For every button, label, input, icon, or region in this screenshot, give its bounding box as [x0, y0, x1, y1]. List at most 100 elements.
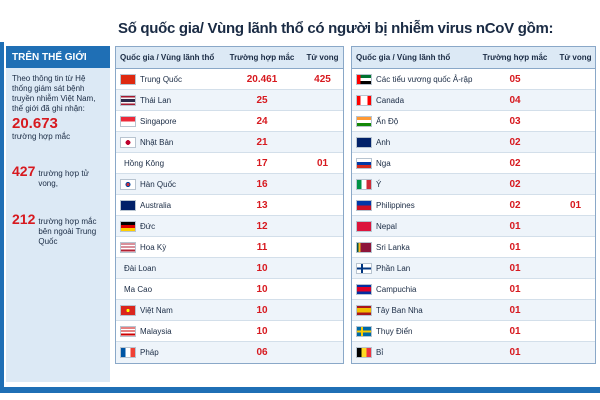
flag-icon [356, 347, 372, 358]
country-cell: Australia [116, 199, 222, 211]
country-cell: Canada [352, 94, 474, 106]
table-row: Nepal 01 [352, 216, 595, 237]
country-name: Malaysia [140, 326, 172, 336]
country-name: Tây Ban Nha [376, 305, 423, 315]
table-row: Philippines 02 01 [352, 195, 595, 216]
table-row: Campuchia 01 [352, 279, 595, 300]
flag-icon [356, 178, 372, 190]
country-cell: Thái Lan [116, 94, 222, 106]
table-header: Quốc gia / Vùng lãnh thổ Trường hợp mắc … [116, 47, 343, 69]
country-name: Ý [376, 179, 382, 189]
country-name: Thụy Điển [376, 326, 413, 336]
table-row: Pháp 06 [116, 342, 343, 363]
deaths-cell: 01 [569, 199, 582, 211]
total-cases-value: 20.673 [12, 115, 58, 132]
country-name: Campuchia [376, 284, 417, 294]
cases-cell: 02 [509, 178, 521, 190]
table-row: Canada 04 [352, 90, 595, 111]
country-table-right: Quốc gia / Vùng lãnh thổ Trường hợp mắc … [351, 46, 596, 364]
country-name: Sri Lanka [376, 242, 410, 252]
country-cell: Tây Ban Nha [352, 304, 474, 316]
header-country: Quốc gia / Vùng lãnh thổ [120, 53, 215, 62]
cases-cell: 02 [509, 157, 521, 169]
country-cell: Ý [352, 178, 474, 190]
country-name: Pháp [140, 348, 159, 357]
country-name: Đài Loan [124, 263, 157, 273]
table-row: Ấn Độ 03 [352, 111, 595, 132]
country-name: Ma Cao [124, 284, 153, 294]
table-row: Ý 02 [352, 174, 595, 195]
country-name: Philippines [376, 200, 415, 210]
table-row: Bỉ 01 [352, 342, 595, 363]
country-cell: Malaysia [116, 325, 222, 337]
flag-icon [120, 304, 136, 316]
country-name: Canada [376, 95, 405, 105]
deaths-label: trường hợp tử vong, [38, 169, 89, 188]
flag-icon [120, 136, 136, 148]
country-name: Việt Nam [140, 305, 173, 315]
deaths-stat: 427 trường hợp tử vong, [6, 163, 110, 189]
flag-icon [356, 115, 372, 127]
cases-cell: 01 [509, 220, 521, 232]
cases-cell: 10 [256, 262, 268, 274]
country-name: Hàn Quốc [140, 179, 177, 189]
cases-cell: 25 [256, 94, 268, 106]
flag-icon [120, 199, 136, 211]
flag-icon [356, 241, 372, 253]
cases-cell: 11 [256, 241, 268, 253]
country-name: Bỉ [376, 348, 384, 357]
world-summary-title: TRÊN THẾ GIỚI [6, 46, 110, 68]
cases-cell: 24 [256, 115, 268, 127]
cases-cell: 10 [256, 325, 268, 337]
cases-cell: 04 [509, 94, 521, 106]
cases-cell: 20.461 [246, 73, 278, 85]
table-row: Thái Lan 25 [116, 90, 343, 111]
country-name: Nepal [376, 221, 397, 231]
country-name: Ấn Độ [376, 116, 399, 126]
cases-cell: 10 [256, 283, 268, 295]
country-cell: Việt Nam [116, 304, 222, 316]
outside-china-label: trường hợp mắc bên ngoài Trung Quốc [38, 217, 97, 246]
country-name: Thái Lan [140, 95, 172, 105]
outside-china-stat: 212 trường hợp mắc bên ngoài Trung Quốc [6, 211, 110, 247]
country-cell: Nga [352, 157, 474, 169]
accent-bar-bottom [0, 387, 600, 393]
deaths-value: 427 [12, 163, 36, 179]
table-row: Đài Loan 10 [116, 258, 343, 279]
flag-icon [356, 220, 372, 232]
flag-icon [356, 136, 372, 148]
header-cases: Trường hợp mắc [229, 53, 295, 62]
country-cell: Đức [116, 220, 222, 232]
table-row: Đức 12 [116, 216, 343, 237]
cases-cell: 03 [509, 115, 521, 127]
country-cell: Phần Lan [352, 262, 474, 274]
country-name: Hồng Kông [124, 158, 165, 168]
flag-icon [356, 157, 372, 169]
cases-cell: 10 [256, 304, 268, 316]
flag-icon [356, 73, 372, 85]
country-name: Trung Quốc [140, 74, 182, 84]
table-row: Các tiểu vương quốc Ả-rập Thống Nhất 05 [352, 69, 595, 90]
world-summary-intro: Theo thông tin từ Hệ thống giám sát bệnh… [12, 74, 96, 113]
country-name: Hoa Kỳ [140, 242, 167, 252]
country-cell: Các tiểu vương quốc Ả-rập Thống Nhất [352, 73, 474, 85]
country-cell: Anh [352, 136, 474, 148]
country-cell: Singapore [116, 115, 222, 127]
table-row: Thụy Điển 01 [352, 321, 595, 342]
flag-icon [120, 220, 136, 232]
deaths-cell: 425 [314, 73, 331, 85]
cases-cell: 02 [509, 136, 521, 148]
flag-icon [356, 304, 372, 316]
table-row: Ma Cao 10 [116, 279, 343, 300]
country-cell: Philippines [352, 199, 474, 211]
table-header: Quốc gia / Vùng lãnh thổ Trường hợp mắc … [352, 47, 595, 69]
cases-cell: 17 [256, 157, 268, 169]
cases-cell: 01 [509, 241, 521, 253]
table-row: Việt Nam 10 [116, 300, 343, 321]
table-row: Malaysia 10 [116, 321, 343, 342]
table-row: Hàn Quốc 16 [116, 174, 343, 195]
country-cell: Trung Quốc [116, 73, 222, 85]
cases-cell: 16 [256, 178, 268, 190]
cases-cell: 02 [509, 199, 521, 211]
